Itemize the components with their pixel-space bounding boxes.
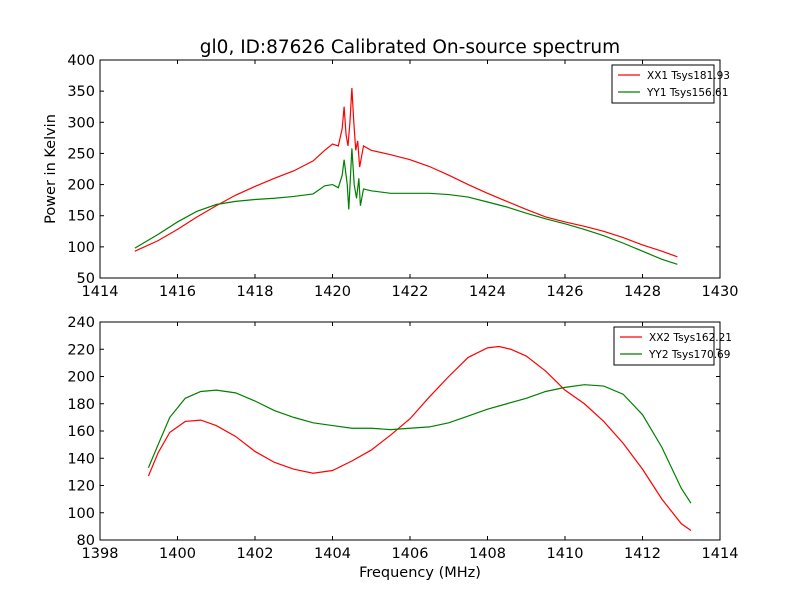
y-tick-label: 350 bbox=[67, 84, 95, 100]
x-tick-label: 1416 bbox=[159, 284, 196, 300]
y-tick-label: 100 bbox=[67, 240, 95, 256]
legend: XX1 Tsys181.93 YY1 Tsys156.61 bbox=[611, 64, 730, 104]
legend-entry: YY2 Tsys170.69 bbox=[648, 349, 730, 361]
legend-entry: XX2 Tsys162.21 bbox=[649, 332, 732, 344]
y-tick-label: 250 bbox=[67, 146, 95, 162]
y-tick-label: 100 bbox=[67, 506, 95, 522]
x-tick-label: 1398 bbox=[82, 546, 119, 562]
y-tick-label: 50 bbox=[77, 271, 95, 287]
legend-box bbox=[611, 64, 715, 104]
y-axis-label: Power in Kelvin bbox=[43, 114, 59, 224]
y-tick-label: 180 bbox=[67, 397, 95, 413]
y-tick-label: 160 bbox=[67, 424, 95, 440]
x-tick-label: 1408 bbox=[469, 546, 506, 562]
bottom-panel: 1398 1400 1402 1404 1406 1408 1410 1412 1414 80 10… bbox=[67, 315, 738, 581]
top-panel: 1414 1416 1418 1420 1422 1424 1426 1428 1430 50 10… bbox=[43, 53, 738, 300]
x-tick-label: 1420 bbox=[314, 284, 351, 300]
y-tick-label: 240 bbox=[67, 315, 95, 331]
x-tick-label: 1430 bbox=[702, 284, 739, 300]
x-tick-label: 1414 bbox=[82, 284, 119, 300]
x-tick-label: 1414 bbox=[702, 546, 739, 562]
chart-title: gl0, ID:87626 Calibrated On-source spect… bbox=[200, 37, 620, 58]
y-tick-label: 400 bbox=[67, 53, 95, 69]
x-tick-label: 1400 bbox=[159, 546, 196, 562]
legend-entry: XX1 Tsys181.93 bbox=[647, 70, 730, 82]
y-tick-label: 140 bbox=[67, 451, 95, 467]
y-tick-label: 150 bbox=[67, 209, 95, 225]
legend-entry: YY1 Tsys156.61 bbox=[646, 87, 728, 99]
y-tick-label: 120 bbox=[67, 479, 95, 495]
x-tick-label: 1412 bbox=[624, 546, 661, 562]
legend-box bbox=[613, 326, 715, 366]
y-tick-label: 300 bbox=[67, 115, 95, 131]
x-tick-label: 1424 bbox=[469, 284, 506, 300]
x-tick-label: 1404 bbox=[314, 546, 351, 562]
x-tick-label: 1418 bbox=[237, 284, 274, 300]
legend: XX2 Tsys162.21 YY2 Tsys170.69 bbox=[613, 326, 732, 366]
x-tick-label: 1422 bbox=[392, 284, 429, 300]
x-axis-label: Frequency (MHz) bbox=[359, 565, 481, 581]
y-tick-label: 200 bbox=[67, 370, 95, 386]
y-tick-label: 220 bbox=[67, 342, 95, 358]
series-line-2-2 bbox=[147, 384, 692, 504]
x-tick-label: 1426 bbox=[547, 284, 584, 300]
x-tick-label: 1402 bbox=[237, 546, 274, 562]
series-line-2-1 bbox=[147, 345, 692, 531]
x-tick-label: 1410 bbox=[547, 546, 584, 562]
series-line-1-1 bbox=[134, 87, 678, 258]
series-line-1-2 bbox=[134, 148, 678, 265]
x-tick-label: 1428 bbox=[624, 284, 661, 300]
y-tick-label: 80 bbox=[77, 533, 95, 549]
x-tick-label: 1406 bbox=[392, 546, 429, 562]
y-tick-label: 200 bbox=[67, 178, 95, 194]
